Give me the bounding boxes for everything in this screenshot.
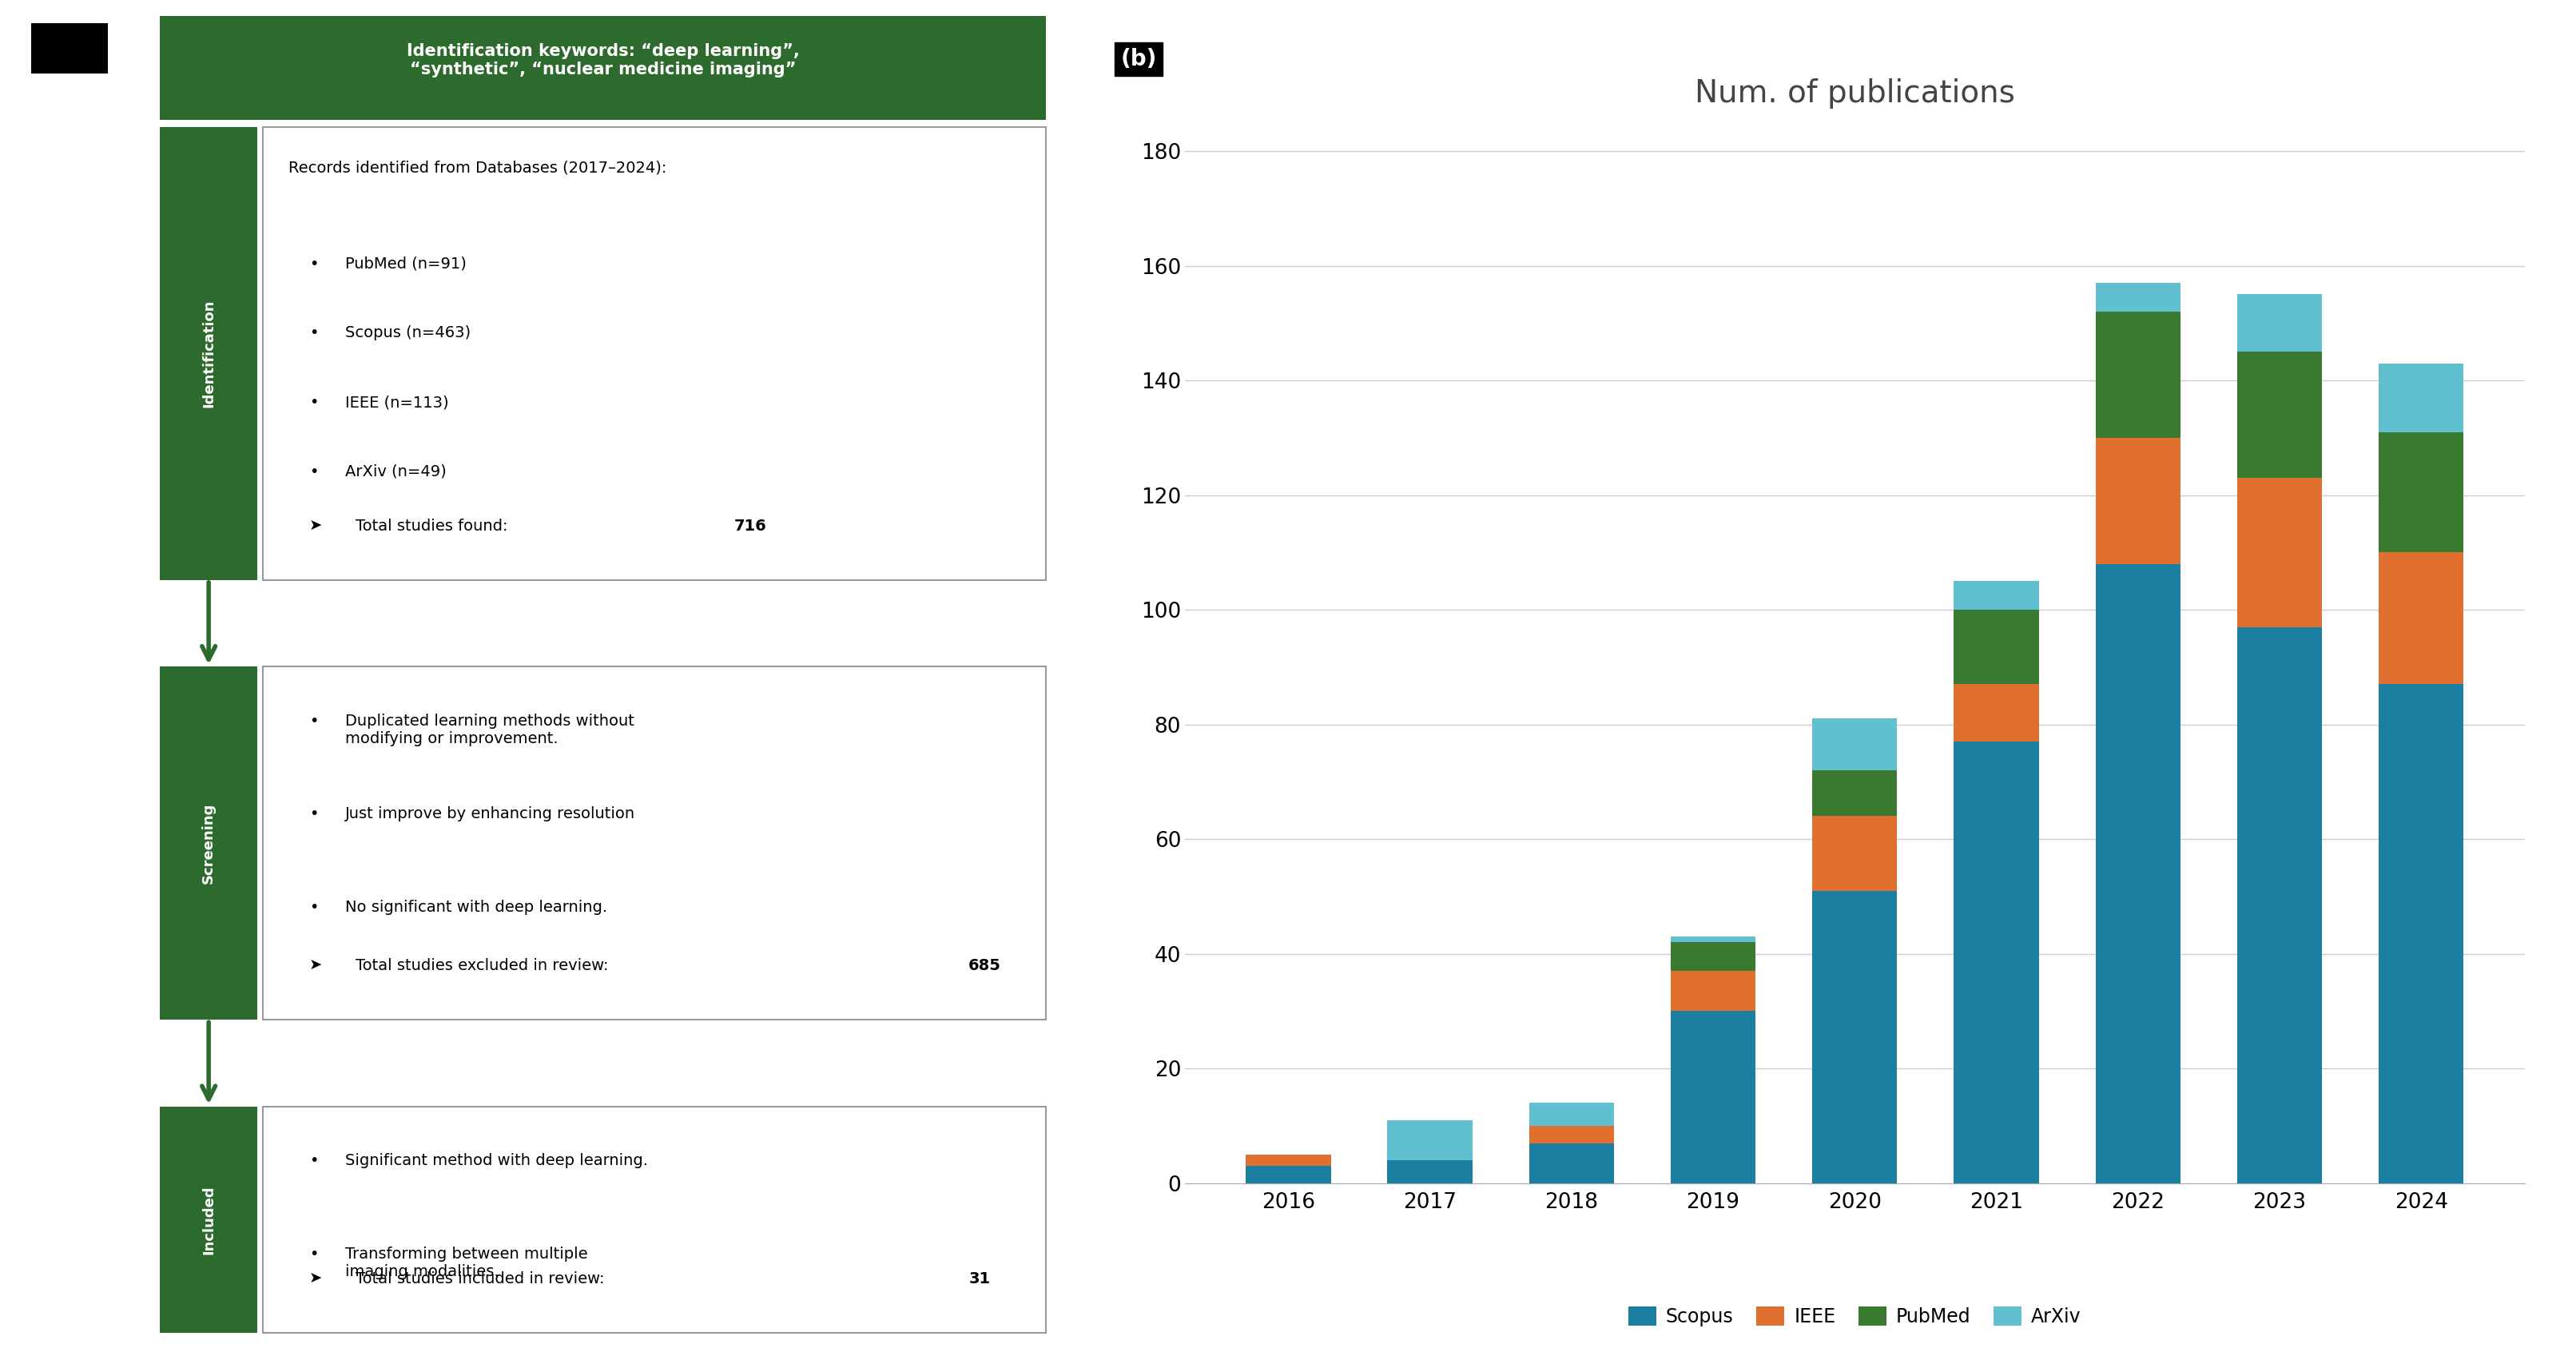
Text: •: •	[309, 325, 319, 340]
Bar	[1530, 1142, 1615, 1183]
Text: Total studies found:: Total studies found:	[355, 518, 513, 533]
Bar	[1814, 891, 1896, 1183]
Bar	[263, 126, 1046, 579]
Bar	[1672, 942, 1757, 971]
Text: •: •	[309, 900, 319, 915]
Bar	[2378, 363, 2463, 432]
Bar	[2094, 311, 2179, 438]
Text: 31: 31	[969, 1272, 989, 1287]
Bar	[160, 666, 258, 1020]
Text: Screening: Screening	[201, 802, 216, 884]
Bar	[263, 1107, 1046, 1333]
Text: Just improve by enhancing resolution: Just improve by enhancing resolution	[345, 806, 636, 821]
Bar	[2378, 432, 2463, 552]
Text: (b): (b)	[1121, 48, 1157, 69]
Bar	[1247, 1155, 1332, 1166]
Text: •: •	[309, 713, 319, 729]
Text: Duplicated learning methods without
modifying or improvement.: Duplicated learning methods without modi…	[345, 713, 634, 747]
Bar	[1672, 937, 1757, 942]
Text: ➤: ➤	[309, 957, 322, 974]
Text: Included: Included	[201, 1185, 216, 1254]
Text: •: •	[309, 806, 319, 821]
Bar	[2094, 438, 2179, 564]
Bar	[1388, 1121, 1473, 1160]
Bar	[1388, 1160, 1473, 1183]
Text: Identification: Identification	[201, 299, 216, 408]
Bar	[1672, 1012, 1757, 1183]
Bar	[2236, 294, 2321, 352]
Bar	[1953, 609, 2038, 684]
Bar	[1953, 741, 2038, 1183]
Text: IEEE (n=113): IEEE (n=113)	[345, 394, 448, 409]
Text: Total studies excluded in review:: Total studies excluded in review:	[355, 957, 613, 974]
Bar	[160, 1107, 258, 1333]
Bar	[1530, 1126, 1615, 1142]
Bar	[1814, 816, 1896, 891]
Bar	[2094, 283, 2179, 311]
Text: Significant method with deep learning.: Significant method with deep learning.	[345, 1153, 649, 1168]
Bar	[160, 126, 258, 579]
Bar	[2236, 627, 2321, 1183]
Text: Transforming between multiple
imaging modalities.: Transforming between multiple imaging mo…	[345, 1246, 587, 1280]
Text: (a): (a)	[54, 20, 85, 39]
Text: ArXiv (n=49): ArXiv (n=49)	[345, 464, 446, 479]
Bar	[2236, 352, 2321, 477]
Bar	[2094, 564, 2179, 1183]
Text: •: •	[309, 1153, 319, 1168]
Text: Records identified from Databases (2017–2024):: Records identified from Databases (2017–…	[289, 160, 667, 175]
Text: ➤: ➤	[309, 1272, 322, 1287]
Bar	[1814, 770, 1896, 816]
Bar	[1953, 684, 2038, 741]
Bar	[31, 23, 108, 73]
Text: •: •	[309, 1246, 319, 1262]
Text: No significant with deep learning.: No significant with deep learning.	[345, 900, 608, 915]
Bar	[160, 16, 1046, 120]
Text: Scopus (n=463): Scopus (n=463)	[345, 325, 471, 340]
Text: PubMed (n=91): PubMed (n=91)	[345, 256, 466, 272]
Legend: Scopus, IEEE, PubMed, ArXiv: Scopus, IEEE, PubMed, ArXiv	[1620, 1299, 2089, 1334]
Text: •: •	[309, 464, 319, 479]
Text: 685: 685	[969, 957, 1002, 974]
Title: Num. of publications: Num. of publications	[1695, 79, 2014, 109]
Text: Identification keywords: “deep learning”,
“synthetic”, “nuclear medicine imaging: Identification keywords: “deep learning”…	[407, 44, 799, 78]
Bar	[263, 666, 1046, 1020]
Bar	[2236, 477, 2321, 627]
Text: 716: 716	[734, 518, 768, 533]
Text: ➤: ➤	[309, 518, 322, 533]
Bar	[1814, 718, 1896, 770]
Bar	[1530, 1103, 1615, 1126]
Bar	[1247, 1166, 1332, 1183]
Text: •: •	[309, 256, 319, 272]
Text: •: •	[309, 394, 319, 409]
Bar	[1953, 581, 2038, 609]
Bar	[1672, 971, 1757, 1012]
Text: Total studies included in review:: Total studies included in review:	[355, 1272, 611, 1287]
Bar	[2378, 684, 2463, 1183]
Bar	[2378, 552, 2463, 684]
